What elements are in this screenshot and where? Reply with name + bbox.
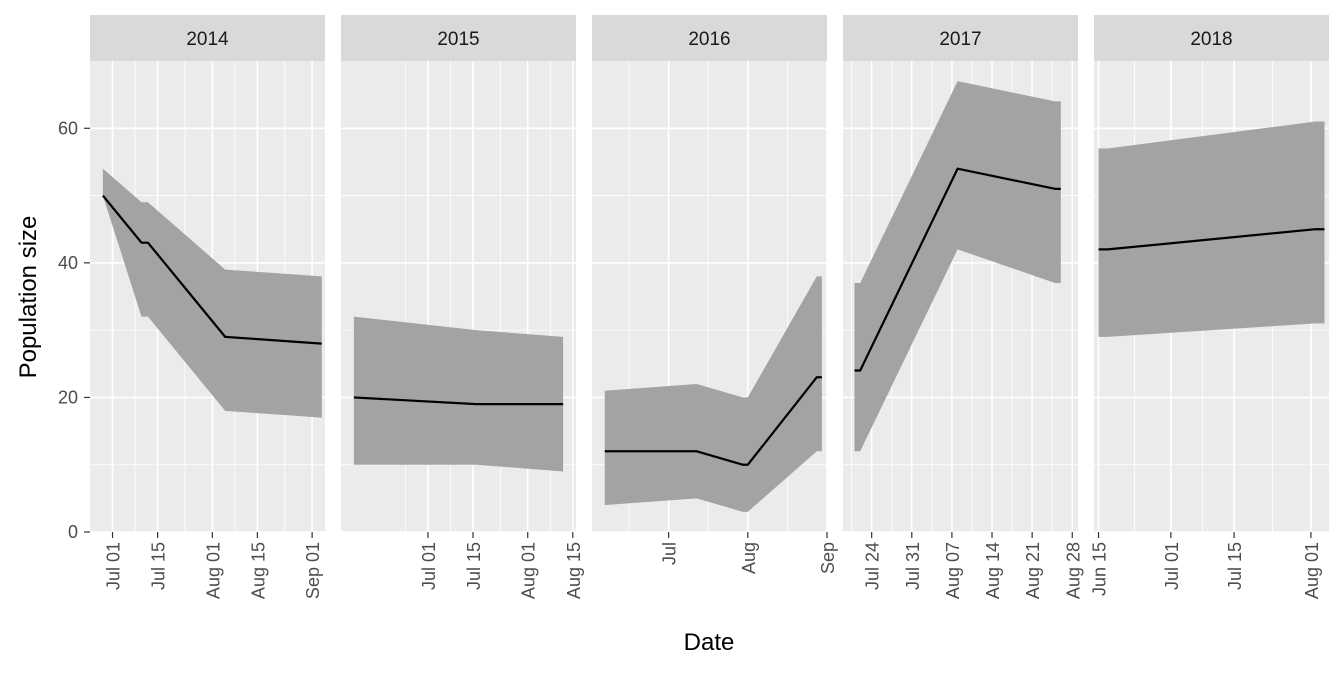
- x-axis-title: Date: [684, 629, 735, 656]
- facet-strip: [592, 15, 827, 61]
- facet-strip-label: 2014: [186, 29, 229, 50]
- confidence-ribbon: [353, 316, 564, 472]
- population-line: [1098, 228, 1325, 251]
- y-tick-label: 0: [68, 522, 78, 542]
- y-tick-label: 60: [58, 118, 78, 138]
- confidence-ribbon: [102, 168, 322, 418]
- x-tick-label: Aug 15: [248, 542, 268, 599]
- x-tick-label: Aug 14: [983, 542, 1003, 599]
- population-line: [102, 194, 322, 345]
- facet-panel-2014: 2014 Jul 01 Jul 15 Aug 01 Aug 15 Sep 01: [90, 15, 325, 599]
- confidence-ribbon: [604, 276, 822, 512]
- population-line: [353, 396, 564, 406]
- facet-strip-label: 2018: [1190, 29, 1232, 50]
- x-tick-label: Sep 01: [303, 542, 323, 599]
- facet-panel-2015: 2015 Jul 01 Jul 15 Aug 01 Aug 15: [341, 15, 584, 599]
- x-tick-label: Jul 01: [1162, 542, 1182, 590]
- panel-contents: [843, 61, 1078, 532]
- x-tick-label: Aug 01: [203, 542, 223, 599]
- y-tick-label: 20: [58, 387, 78, 407]
- panel-contents: [90, 61, 325, 532]
- x-tick-label: Jul 15: [464, 542, 484, 590]
- facet-strip: [1094, 15, 1329, 61]
- x-tick-label: Aug 21: [1023, 542, 1043, 599]
- y-tick-label: 40: [58, 253, 78, 273]
- facet-strip-label: 2016: [688, 29, 730, 50]
- facet-strip: [843, 15, 1078, 61]
- facet-panel-2018: 2018 Jun 15 Jul 01 Jul 15 Aug 01: [1090, 15, 1329, 599]
- confidence-ribbon: [854, 81, 1061, 452]
- confidence-ribbon: [1098, 121, 1325, 337]
- x-tick-label: Aug 01: [519, 542, 539, 599]
- population-line: [604, 376, 822, 466]
- facet-panel-2017: 2017 Jul 24 Jul 31 Aug 07 Aug 14 Aug 21 Aug 28: [843, 15, 1083, 599]
- population-line: [854, 167, 1061, 372]
- x-tick-label: Aug 07: [943, 542, 963, 599]
- x-tick-label: Jun 15: [1090, 542, 1110, 596]
- x-tick-label: Jul 24: [863, 542, 883, 590]
- x-tick-label: Jul 31: [903, 542, 923, 590]
- x-tick-label: Aug 01: [1302, 542, 1322, 599]
- x-tick-label: Sep: [818, 542, 838, 574]
- x-tick-label: Jul 15: [1225, 542, 1245, 590]
- x-tick-label: Jul 15: [149, 542, 169, 590]
- panel-contents: [341, 61, 576, 532]
- x-tick-label: Aug 15: [564, 542, 584, 599]
- x-tick-label: Aug 28: [1063, 542, 1083, 599]
- facet-strip: [341, 15, 576, 61]
- x-tick-label: Jul 01: [104, 542, 124, 590]
- y-axis: 0 20 40 60: [58, 118, 90, 542]
- x-tick-label: Jul 01: [419, 542, 439, 590]
- facet-strip-label: 2015: [437, 29, 479, 50]
- facet-panel-2016: 2016 Jul Aug Sep: [592, 15, 838, 574]
- facet-strip-label: 2017: [939, 29, 981, 50]
- panel-contents: [592, 61, 827, 532]
- x-tick-label: Aug: [739, 542, 759, 574]
- panel-contents: [1094, 61, 1329, 532]
- y-axis-title: Population size: [15, 216, 42, 379]
- x-tick-label: Jul: [660, 542, 680, 565]
- facet-strip: [90, 15, 325, 61]
